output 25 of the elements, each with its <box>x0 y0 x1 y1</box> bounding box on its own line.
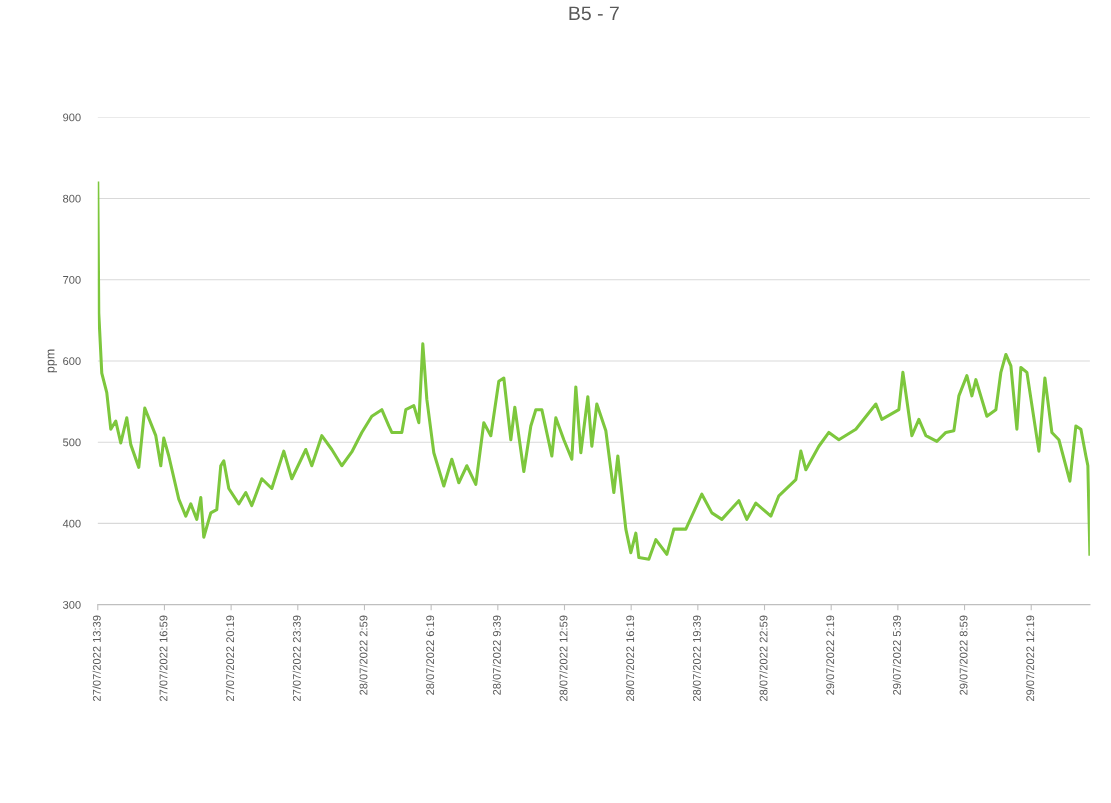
x-tick-label: 27/07/2022 20:19 <box>225 615 235 702</box>
y-tick-label: 400 <box>62 519 81 528</box>
x-tick-label: 28/07/2022 12:59 <box>559 615 568 702</box>
x-tick-label: 29/07/2022 2:19 <box>826 615 835 695</box>
y-tick-label: 900 <box>63 113 81 122</box>
chart-title: B5 - 7 <box>569 6 619 21</box>
x-tick-label: 28/07/2022 6:19 <box>425 615 435 695</box>
x-tick-label: 29/07/2022 5:39 <box>892 615 901 695</box>
y-tick-label: 700 <box>63 275 81 284</box>
x-tick-label: 28/07/2022 19:39 <box>692 615 701 702</box>
x-tick-label: 27/07/2022 13:39 <box>92 615 101 702</box>
y-tick-label: 600 <box>63 357 81 366</box>
x-tick-label: 29/07/2022 12:19 <box>1026 615 1035 702</box>
x-tick-label: 28/07/2022 16:19 <box>625 615 635 702</box>
y-axis-title: ppm <box>47 349 58 373</box>
y-tick-label: 500 <box>63 438 81 447</box>
x-tick-label: 27/07/2022 23:39 <box>292 615 301 702</box>
x-tick-label: 28/07/2022 2:59 <box>359 615 368 695</box>
x-tick-label: 27/07/2022 16:59 <box>159 615 168 702</box>
line-series <box>97 181 1090 561</box>
x-tick-label: 28/07/2022 9:39 <box>492 615 501 695</box>
x-tick-label: 29/07/2022 8:59 <box>959 615 968 695</box>
y-tick-label: 300 <box>62 600 81 609</box>
x-tick-label: 28/07/2022 22:59 <box>759 615 768 702</box>
y-tick-label: 800 <box>63 194 81 203</box>
